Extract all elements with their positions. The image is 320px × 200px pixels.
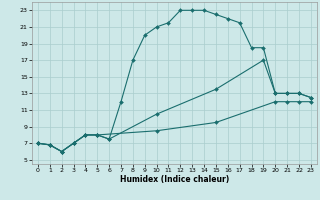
X-axis label: Humidex (Indice chaleur): Humidex (Indice chaleur) [120, 175, 229, 184]
